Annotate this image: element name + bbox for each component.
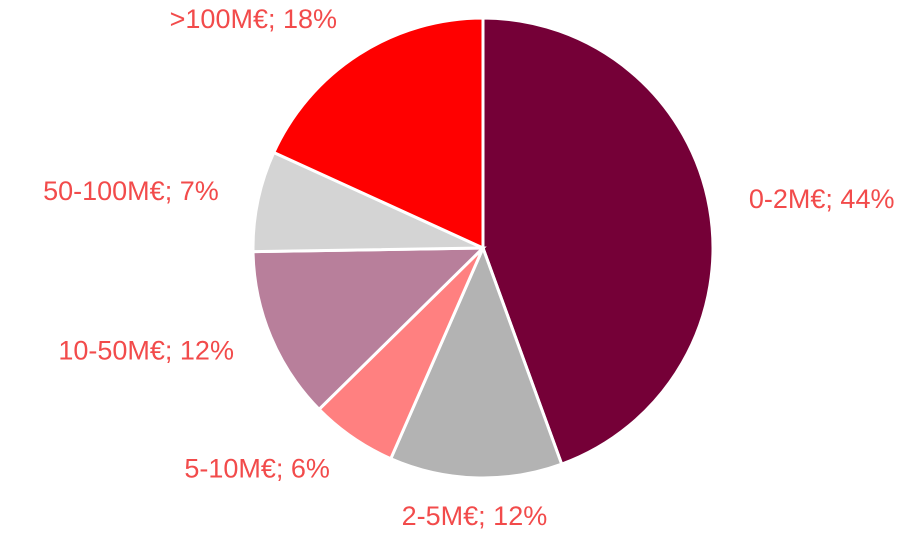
slice-label: 0-2M€; 44% (749, 184, 895, 214)
slice-label: 50-100M€; 7% (43, 176, 219, 206)
pie-slice (388, 243, 564, 480)
slice-label: 10-50M€; 12% (58, 335, 234, 365)
slice-label: 2-5M€; 12% (402, 501, 548, 529)
pie-slice (271, 16, 485, 251)
slice-label: 5-10M€; 6% (184, 454, 330, 484)
pie-slice (251, 246, 487, 412)
pie-slice (481, 16, 715, 467)
pie-slice (251, 150, 484, 254)
slice-label: >100M€; 18% (170, 4, 337, 34)
